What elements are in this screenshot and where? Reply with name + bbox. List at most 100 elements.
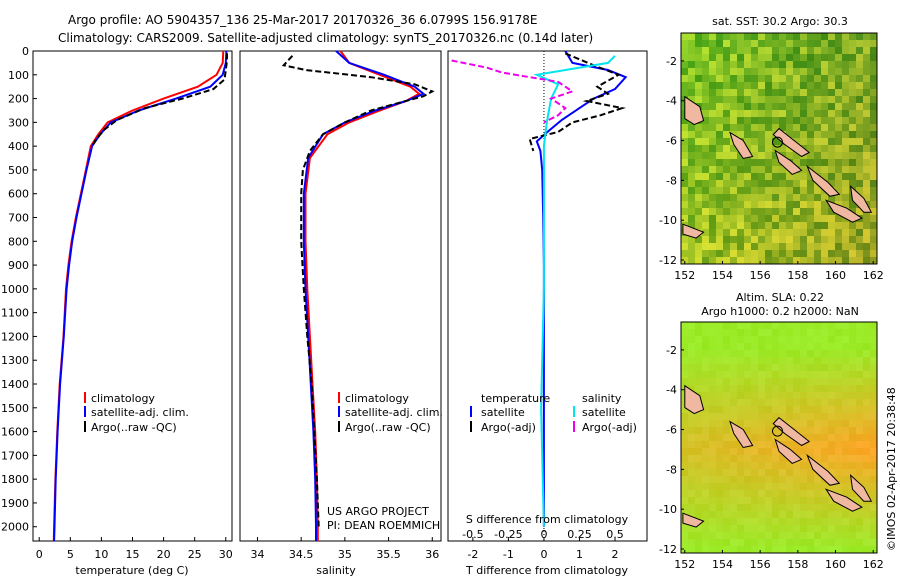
map-cell [807,469,815,477]
map-cell [821,392,829,400]
map-cell [723,82,731,90]
map-cell [730,159,738,167]
map-cell [730,469,738,477]
map-cell [751,448,759,456]
map-cell [807,40,815,48]
map-cell [716,378,724,386]
map-cell [863,75,871,83]
map-cell [751,222,759,230]
map-cell [807,208,815,216]
map-cell [695,54,703,62]
map-cell [849,47,857,55]
map-cell [709,236,717,244]
map-cell [716,469,724,477]
map-cell [786,250,794,258]
map-cell [849,357,857,365]
map-cell [758,124,766,132]
map-cell [737,483,745,491]
map-cell [730,504,738,512]
map-cell [688,329,696,337]
map-cell [835,476,843,484]
map-cell [751,103,759,111]
map-cell [800,124,808,132]
map-cell [800,166,808,174]
map-cell [800,68,808,76]
map-cell [870,483,877,491]
map-cell [842,378,850,386]
map-cell [758,532,766,540]
map-cell [723,357,731,365]
map-cell [709,350,717,358]
map-cell [849,131,857,139]
map-cell [814,89,822,97]
map-cell [772,257,780,264]
map-cell [702,511,710,519]
map-cell [751,357,759,365]
depth-tick-label: 0 [22,45,29,58]
map-cell [688,434,696,442]
map-cell [758,490,766,498]
map-cell [737,75,745,83]
map-cell [709,546,717,553]
map-cell [716,420,724,428]
map-cell [786,532,794,540]
map-cell [681,343,689,351]
map-cell [758,399,766,407]
map-cell [814,490,822,498]
map-cell [702,329,710,337]
map-cell [772,350,780,358]
map-cell [758,257,766,264]
map-cell [751,82,759,90]
map-cell [723,131,731,139]
map-cell [821,145,829,153]
map-cell [870,532,877,540]
map-cell [849,124,857,132]
map-cell [870,504,877,512]
map-cell [730,511,738,519]
map-cell [828,54,836,62]
island [772,127,811,158]
map-cell [723,497,731,505]
map-cell [772,385,780,393]
map-cell [695,187,703,195]
map-cell [772,448,780,456]
map-cell [849,103,857,111]
map-cell [695,350,703,358]
map-cell [863,546,871,553]
map-cell [772,504,780,512]
map-cell [835,420,843,428]
map-cell [730,413,738,421]
map-frame [680,32,878,265]
map-cell [863,236,871,244]
map-cell [709,201,717,209]
map-cell [842,476,850,484]
map-cell [681,441,689,449]
map-cell [807,61,815,69]
map-cell [758,159,766,167]
map-cell [681,448,689,456]
map-cell [681,336,689,344]
map-cell [702,166,710,174]
map-cell [702,434,710,442]
map-cell [779,250,787,258]
map-cell [709,257,717,264]
map-cell [807,476,815,484]
legend-label: climatology [345,392,409,405]
map-cell [828,413,836,421]
map-cell [814,413,822,421]
map-cell [765,329,773,337]
map-cell [681,420,689,428]
map-cell [751,322,759,330]
map-cell [793,47,801,55]
map-cell [807,357,815,365]
map-cell [842,201,850,209]
map-cell [849,427,857,435]
map-cell [744,336,752,344]
map-cell [716,399,724,407]
map-cell [786,462,794,470]
map-cell [828,504,836,512]
map-cell [863,68,871,76]
map-cell [835,448,843,456]
map-cell [765,54,773,62]
map-cell [751,138,759,146]
